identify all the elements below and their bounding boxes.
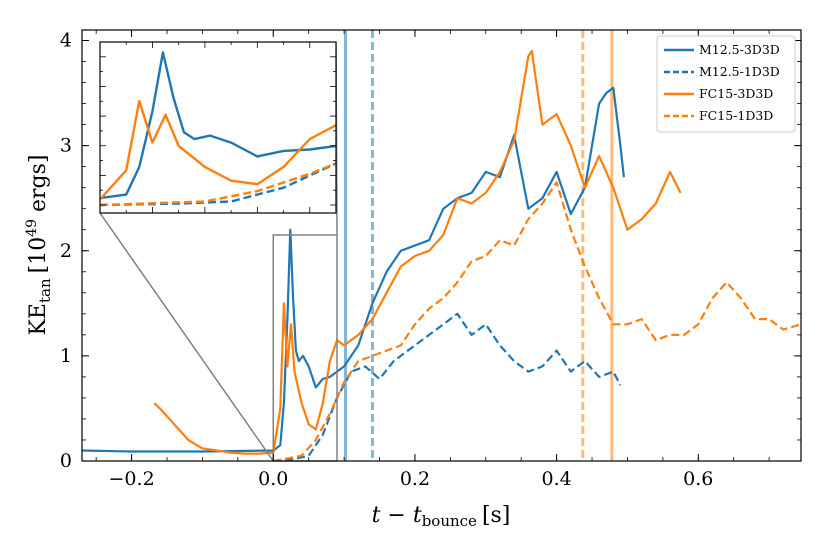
legend-box <box>656 35 796 133</box>
inset-line-FC15-1D3D <box>100 162 336 207</box>
inset-background <box>100 42 336 213</box>
x-tick-label: 0.2 <box>400 468 430 490</box>
legend-label: M12.5-1D3D <box>699 64 780 79</box>
zoom-connector <box>99 212 274 462</box>
legend-label: FC15-1D3D <box>699 108 773 123</box>
inset-frame <box>99 41 337 214</box>
inset-line-FC15-3D3D <box>100 99 336 201</box>
legend-label: FC15-3D3D <box>699 86 773 101</box>
x-tick-label: 0.0 <box>258 468 288 490</box>
plot-frame <box>81 29 802 462</box>
series-line-M12.5-1D3D <box>273 312 622 461</box>
series-line-M12.5-3D3D <box>82 86 625 453</box>
y-tick-label: 2 <box>60 240 72 262</box>
x-tick-label: 0.4 <box>542 468 572 490</box>
y-tick-label: 4 <box>60 30 72 52</box>
y-tick-label: 1 <box>60 345 72 367</box>
x-axis-label: t − tbounce [s] <box>372 503 511 530</box>
event-markers <box>344 30 614 461</box>
tick-labels: −0.2 0.0 0.2 0.4 0.6 0 1 2 3 4 <box>60 30 713 490</box>
y-tick-label: 3 <box>60 135 72 157</box>
tick-marks <box>82 30 801 462</box>
x-tick-label: 0.6 <box>683 468 713 490</box>
y-tick-label: 0 <box>60 450 72 472</box>
legend-label: M12.5-3D3D <box>699 42 780 57</box>
inset-series-group <box>100 51 336 207</box>
legend: M12.5-3D3D M12.5-1D3D FC15-3D3D FC15-1D3D <box>656 35 796 133</box>
inset-line-M12.5-3D3D <box>100 51 336 200</box>
inset-tick-marks <box>99 41 337 213</box>
main-series-group <box>82 49 801 461</box>
series-line-FC15-3D3D <box>153 49 682 455</box>
y-axis-label: KEtan[1049 ergs] <box>24 154 54 335</box>
series-line-FC15-1D3D <box>273 181 801 461</box>
x-tick-label: −0.2 <box>109 468 155 490</box>
